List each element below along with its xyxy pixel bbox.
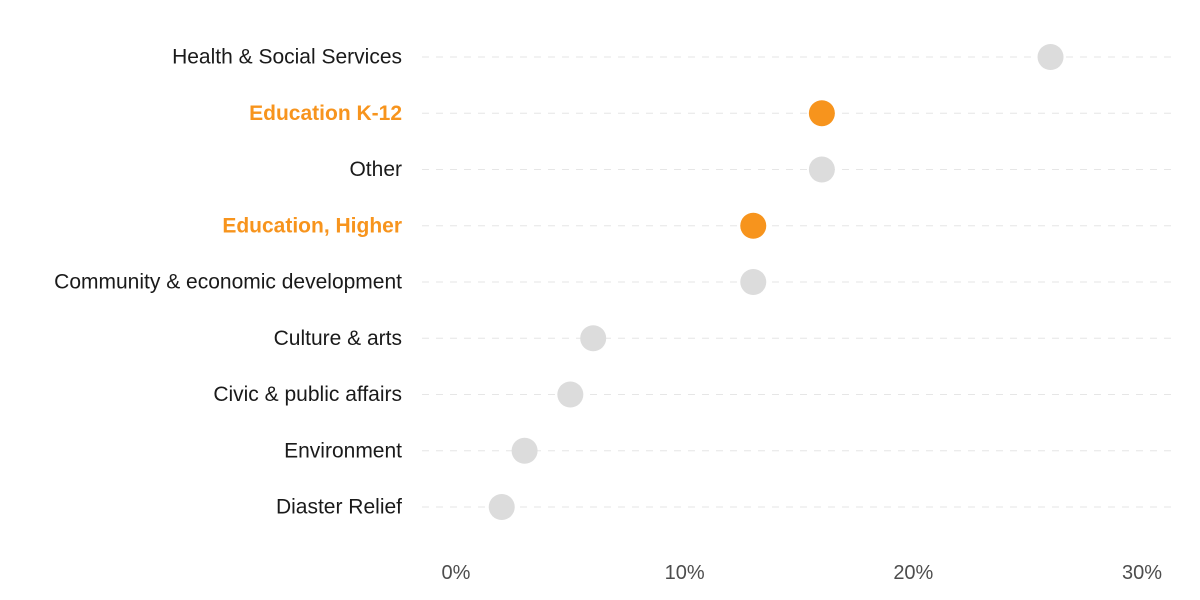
category-label-civic-public-affairs: Civic & public affairs <box>213 383 402 406</box>
data-point-diaster-relief <box>488 494 515 520</box>
data-point-culture-arts <box>580 325 607 352</box>
data-points <box>488 44 1064 520</box>
x-axis: 0% 10% 20% 30% <box>442 562 1163 584</box>
category-label-culture-arts: Culture & arts <box>274 327 402 350</box>
data-point-health-social-services <box>1037 44 1064 70</box>
data-point-education-k-12 <box>808 100 835 127</box>
data-point-environment <box>511 437 538 464</box>
category-labels: Health & Social Services Education K-12 Ot… <box>54 46 402 519</box>
category-label-education-higher: Education, Higher <box>222 214 402 237</box>
x-tick-label: 30% <box>1122 562 1162 584</box>
x-tick-label: 20% <box>893 562 933 584</box>
data-point-civic-public-affairs <box>557 381 584 408</box>
category-label-diaster-relief: Diaster Relief <box>276 496 402 519</box>
category-label-community-economic-development: Community & economic development <box>54 271 402 294</box>
gridlines <box>422 56 1175 508</box>
data-point-education-higher <box>740 212 767 239</box>
category-label-other: Other <box>349 158 402 181</box>
category-label-health-social-services: Health & Social Services <box>172 46 402 69</box>
data-point-other <box>808 156 835 183</box>
category-label-environment: Environment <box>284 439 402 462</box>
x-tick-label: 0% <box>442 562 471 584</box>
data-point-community-economic-development <box>740 269 767 295</box>
x-tick-label: 10% <box>665 562 705 584</box>
category-label-education-k-12: Education K-12 <box>249 102 402 125</box>
